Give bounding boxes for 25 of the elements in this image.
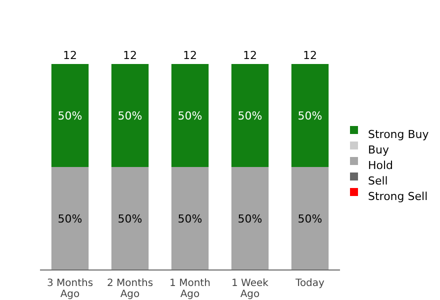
data-label: 50% [238, 212, 262, 226]
annotation: 12 [183, 49, 197, 62]
legend-label: Buy [368, 144, 390, 156]
data-label: 50% [238, 110, 262, 122]
data-label: 50% [58, 212, 82, 226]
data-label: 50% [178, 212, 202, 226]
data-label: 50% [298, 212, 322, 226]
data-label: 50% [298, 110, 322, 122]
data-label: 50% [118, 212, 142, 226]
data-label: 50% [58, 110, 82, 122]
x-tick-label: 1 Month Ago [170, 278, 210, 300]
annotation: 12 [243, 49, 257, 62]
legend-label: Strong Sell [368, 190, 428, 203]
legend-label: Hold [368, 159, 394, 172]
legend-label: Sell [368, 174, 388, 188]
annotation: 12 [123, 49, 137, 62]
data-label: 50% [118, 110, 142, 122]
x-tick-label: Today [294, 278, 325, 289]
x-tick-label: 2 Months Ago [106, 278, 154, 300]
x-tick-label: 3 Months Ago [46, 278, 94, 300]
annotation: 12 [63, 49, 77, 62]
data-label: 50% [178, 110, 202, 122]
annotation: 12 [303, 49, 317, 62]
legend-label: Strong Buy [368, 128, 430, 141]
x-tick-label: 1 Week Ago [232, 278, 269, 300]
